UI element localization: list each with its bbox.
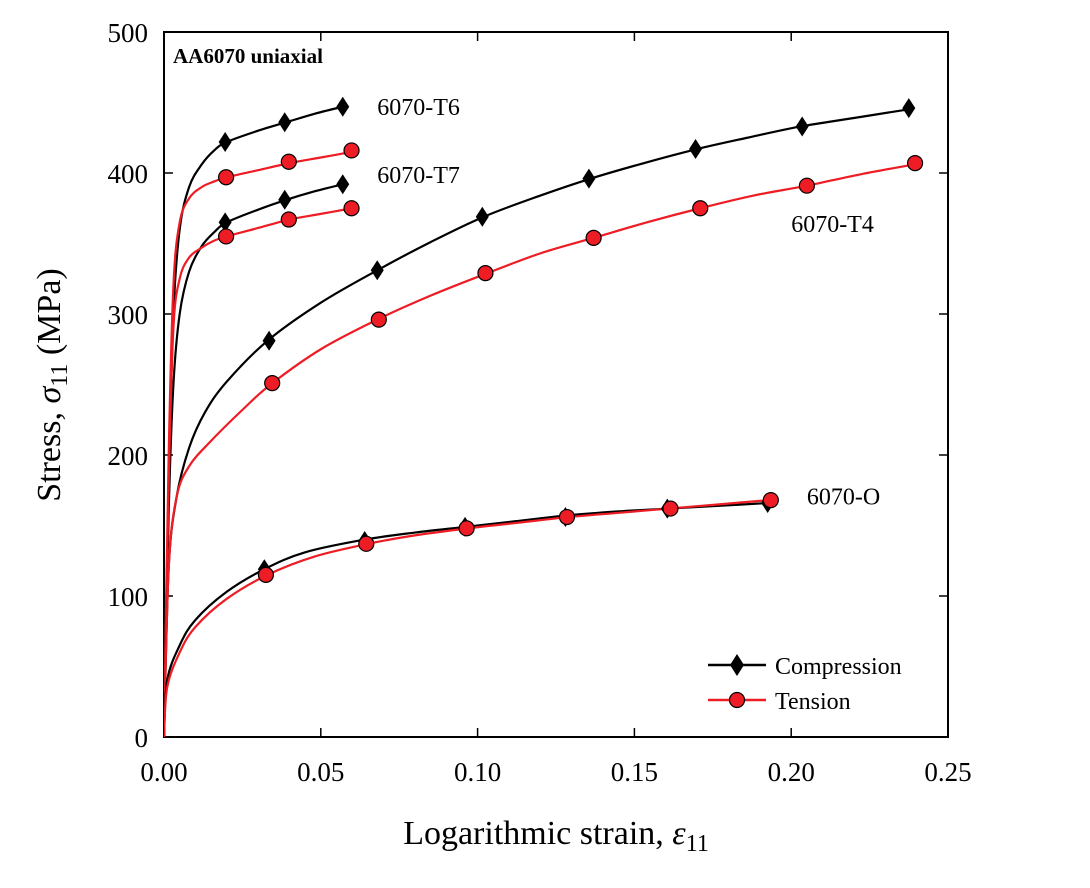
y-tick-label-200: 200 [108, 441, 149, 471]
y-tick-label-300: 300 [108, 300, 149, 330]
marker-6070-t6-compression-2 [336, 96, 350, 117]
legend-label-tension: Tension [775, 689, 851, 715]
marker-6070-t6-tension-1 [280, 153, 297, 170]
marker-6070-t4-tension-5 [798, 177, 815, 194]
legend-compression-marker [730, 654, 744, 676]
marker-6070-t4-compression-2 [475, 206, 489, 227]
x-axis-symbol: ε [672, 815, 686, 852]
curve-6070-t6-compression [164, 105, 344, 737]
marker-6070-t6-compression-0 [218, 131, 232, 152]
x-tick-label-0.10: 0.10 [454, 757, 501, 787]
x-axis-subscript: 11 [686, 831, 709, 857]
y-tick-labels: 0 100 200 300 400 500 [108, 18, 149, 753]
marker-6070-t7-tension-2 [343, 200, 360, 217]
marker-6070-o-tension-5 [762, 492, 779, 509]
y-tick-label-500: 500 [108, 18, 149, 48]
marker-6070-o-tension-2 [458, 520, 475, 537]
x-tick-label-0.25: 0.25 [924, 757, 971, 787]
y-tick-label-100: 100 [108, 582, 149, 612]
marker-6070-o-tension-1 [358, 535, 375, 552]
legend-item-compression: Compression [708, 654, 902, 680]
marker-6070-t4-tension-0 [264, 374, 281, 392]
curve-6070-t4-compression [164, 108, 908, 737]
x-tick-labels: 0.00 0.05 0.10 0.15 0.20 0.25 [140, 757, 971, 787]
curve-6070-t4-tension [164, 163, 914, 737]
marker-6070-o-tension-3 [558, 508, 576, 526]
curve-label-6070-t4: 6070-T4 [791, 212, 874, 238]
marker-6070-t6-compression-1 [278, 112, 292, 133]
marker-6070-t4-tension-1 [370, 311, 387, 328]
x-tick-label-0.00: 0.00 [140, 757, 187, 787]
marker-6070-t4-compression-5 [795, 116, 809, 137]
marker-6070-t6-tension-0 [217, 169, 235, 186]
x-tick-label-0.20: 0.20 [768, 757, 815, 787]
x-axis-title: Logarithmic strain, ε11 [403, 815, 709, 857]
curve-label-6070-t7: 6070-T7 [377, 163, 460, 189]
marker-6070-t7-compression-2 [336, 174, 350, 195]
curve-label-6070-t6: 6070-T6 [377, 95, 460, 121]
x-axis-title-text: Logarithmic strain, [403, 815, 672, 852]
marker-6070-o-tension-0 [257, 566, 275, 583]
marker-6070-t4-compression-1 [370, 260, 384, 281]
marker-6070-t4-compression-3 [582, 168, 596, 189]
x-tick-label-0.05: 0.05 [297, 757, 344, 787]
chart-annotation: AA6070 uniaxial [173, 44, 323, 68]
y-tick-label-400: 400 [108, 159, 149, 189]
marker-6070-t4-compression-4 [689, 139, 703, 160]
y-axis-symbol: σ [31, 386, 68, 404]
marker-6070-t6-tension-2 [343, 142, 360, 159]
series-curves [164, 105, 914, 737]
curve-6070-t7-tension [164, 207, 353, 737]
curve-6070-o-tension [164, 499, 770, 737]
marker-6070-t4-compression-6 [902, 98, 916, 119]
y-axis-title: Stress, σ11 (MPa) [31, 268, 73, 502]
curve-6070-t6-tension [164, 150, 353, 737]
legend-tension-marker [728, 691, 746, 709]
legend-label-compression: Compression [775, 654, 902, 680]
marker-6070-t4-tension-3 [585, 229, 602, 246]
y-axis-unit: (MPa) [31, 268, 68, 363]
legend: Compression Tension [708, 654, 902, 715]
marker-6070-t4-compression-0 [262, 330, 276, 351]
marker-6070-t4-tension-2 [477, 265, 494, 282]
axis-ticks [163, 31, 949, 738]
marker-6070-t7-tension-1 [280, 211, 297, 228]
marker-6070-o-tension-4 [662, 500, 679, 517]
x-tick-label-0.15: 0.15 [611, 757, 658, 787]
series-markers [217, 96, 924, 583]
curve-6070-t7-compression [164, 183, 344, 737]
marker-6070-t7-compression-1 [278, 189, 292, 210]
legend-item-tension: Tension [708, 689, 851, 715]
curve-label-6070-o: 6070-O [807, 484, 880, 510]
y-axis-subscript: 11 [47, 364, 73, 387]
marker-6070-t4-tension-4 [692, 200, 709, 217]
curve-6070-o-compression [164, 501, 770, 737]
y-axis-title-text: Stress, [31, 404, 68, 502]
marker-6070-t4-tension-6 [906, 155, 924, 172]
y-tick-label-0: 0 [135, 723, 149, 753]
marker-6070-t7-tension-0 [217, 228, 235, 245]
plot-frame [163, 31, 949, 738]
curve-labels: 6070-T6 6070-T7 6070-T4 6070-O [377, 95, 880, 510]
marker-6070-t7-compression-0 [218, 212, 232, 233]
